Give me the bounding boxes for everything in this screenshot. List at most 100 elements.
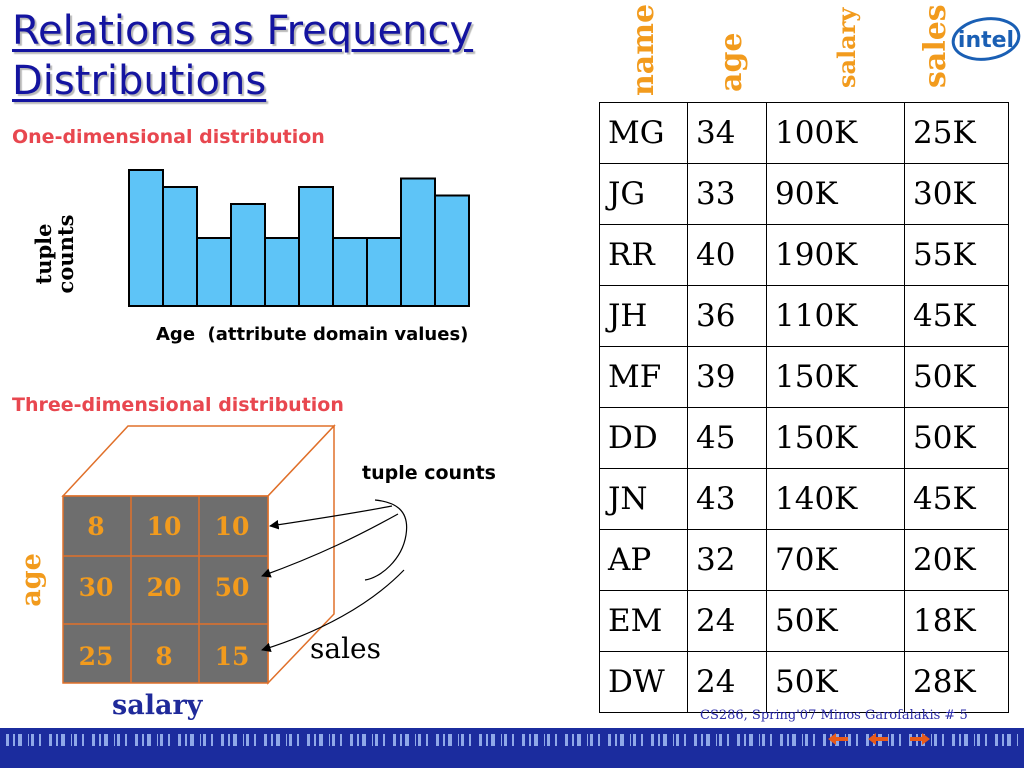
footer-tick <box>590 734 593 746</box>
table-row: EM 24 50K 18K <box>599 590 1009 652</box>
footer-tick <box>995 734 998 746</box>
footer-tick <box>547 734 550 746</box>
footer-tick <box>28 734 29 746</box>
table-cell-age: 36 <box>687 285 767 347</box>
footer-tick <box>71 734 72 746</box>
cube-cell: 20 <box>146 573 182 602</box>
table-row: JH 36 110K 45K <box>599 285 1009 347</box>
table-cell-name: MG <box>599 102 688 164</box>
table-cell-age: 34 <box>687 102 767 164</box>
table-cell-age: 32 <box>687 529 767 591</box>
footer-barcode-pattern <box>6 734 1018 746</box>
footer-tick <box>952 734 955 746</box>
page-title-line1: Relations as Frequency <box>12 8 474 54</box>
column-header-name: name <box>626 3 661 96</box>
footer-tick <box>142 734 144 746</box>
footer-tick <box>211 734 213 746</box>
footer-tick <box>651 734 654 746</box>
footer-tick <box>848 734 851 746</box>
footer-tick <box>243 734 244 746</box>
footer-tick <box>82 734 84 746</box>
tuple-counts-arrow <box>261 513 399 578</box>
histogram-bar <box>332 237 368 307</box>
histogram-chart <box>128 169 470 307</box>
footer-tick <box>168 734 170 746</box>
table-cell-salary: 100K <box>766 102 905 164</box>
footer-tick <box>362 734 366 746</box>
footer-tick <box>942 734 944 746</box>
table-cell-sales: 18K <box>904 590 1009 652</box>
cube-cell: 10 <box>146 512 182 541</box>
tuple-counts-arrow <box>269 505 393 530</box>
footer-tick <box>254 734 256 746</box>
footer-tick <box>716 734 717 746</box>
footer-tick <box>891 734 894 746</box>
three-dim-heading: Three-dimensional distribution <box>12 394 344 416</box>
footer-tick <box>744 734 746 746</box>
footer-tick <box>221 734 224 746</box>
footer-tick <box>160 734 163 746</box>
cube-cell: 8 <box>155 642 173 671</box>
relation-table-body: MG 34 100K 25K JG 33 90K 30K RR 40 190K 55K JH 36 110K… <box>599 102 1009 713</box>
footer-tick <box>780 734 783 746</box>
footer-tick <box>522 734 525 746</box>
footer-tick <box>673 734 674 746</box>
footer-tick <box>615 734 617 746</box>
footer-tick <box>297 734 299 746</box>
footer-tick <box>13 734 15 746</box>
footer-tick <box>246 734 249 746</box>
footer-tick <box>350 734 353 746</box>
footer-tick <box>114 734 115 746</box>
footer-tick <box>805 734 808 746</box>
footer-tick <box>974 734 975 746</box>
footer-tick <box>469 734 471 746</box>
footer-tick <box>577 734 581 746</box>
footer-tick <box>719 734 722 746</box>
footer-tick <box>759 734 760 746</box>
table-cell-name: JN <box>599 468 688 530</box>
histogram-bar <box>298 186 334 307</box>
footer-tick <box>418 734 421 746</box>
footer-tick <box>813 734 815 746</box>
table-cell-name: JH <box>599 285 688 347</box>
cube-cell: 10 <box>214 512 250 541</box>
table-cell-age: 24 <box>687 590 767 652</box>
footer-tick <box>888 734 889 746</box>
previous-slide-arrow-icon[interactable] <box>828 732 848 746</box>
table-cell-age: 33 <box>687 163 767 225</box>
footer-tick <box>787 734 789 746</box>
table-cell-salary: 150K <box>766 407 905 469</box>
footer-tick <box>405 734 409 746</box>
return-arrow-icon[interactable] <box>868 732 888 746</box>
footer-tick <box>555 734 557 746</box>
one-dim-heading: One-dimensional distribution <box>12 126 325 148</box>
footer-tick <box>598 734 600 746</box>
footer-tick <box>264 734 267 746</box>
footer-tick <box>866 734 869 746</box>
cube-cell: 15 <box>214 642 250 671</box>
histogram-bar <box>128 169 164 307</box>
footer-tick <box>458 734 459 746</box>
footer-tick <box>190 734 194 746</box>
footer-tick <box>770 734 772 746</box>
footer-tick <box>74 734 77 746</box>
table-cell-salary: 190K <box>766 224 905 286</box>
table-cell-age: 45 <box>687 407 767 469</box>
footer-tick <box>630 734 631 746</box>
page-title: Relations as Frequency Distributions <box>12 6 612 106</box>
footer-tick <box>964 734 968 746</box>
table-cell-sales: 45K <box>904 285 1009 347</box>
footer-tick <box>314 734 316 746</box>
footer-tick <box>178 734 181 746</box>
footer-tick <box>18 734 22 746</box>
column-header-salary: salary <box>832 7 861 88</box>
table-cell-name: RR <box>599 224 688 286</box>
cube-cell: 25 <box>78 642 114 671</box>
footer-tick <box>823 734 826 746</box>
table-cell-sales: 25K <box>904 102 1009 164</box>
footer-tick <box>737 734 740 746</box>
table-cell-age: 43 <box>687 468 767 530</box>
next-slide-arrow-icon[interactable] <box>910 732 930 746</box>
table-cell-sales: 55K <box>904 224 1009 286</box>
footer-tick <box>117 734 120 746</box>
